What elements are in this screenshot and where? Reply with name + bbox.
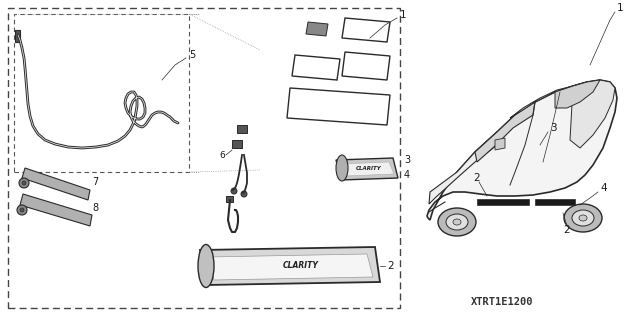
Text: 3: 3 <box>550 123 557 133</box>
Ellipse shape <box>438 208 476 236</box>
Ellipse shape <box>453 219 461 225</box>
Text: 1: 1 <box>400 10 406 20</box>
Circle shape <box>17 205 27 215</box>
Polygon shape <box>336 158 398 180</box>
Polygon shape <box>495 138 505 150</box>
Text: 1: 1 <box>617 3 623 13</box>
Circle shape <box>241 191 247 197</box>
Text: 2: 2 <box>563 225 570 235</box>
Text: 7: 7 <box>92 177 99 187</box>
Polygon shape <box>427 80 617 220</box>
Text: 4: 4 <box>600 183 607 193</box>
Circle shape <box>22 181 26 185</box>
Ellipse shape <box>572 210 594 226</box>
Circle shape <box>19 178 29 188</box>
Polygon shape <box>20 194 92 226</box>
Text: 5: 5 <box>189 50 195 60</box>
Bar <box>535 199 575 205</box>
Text: XTRT1E1200: XTRT1E1200 <box>471 297 533 307</box>
Ellipse shape <box>579 215 587 221</box>
Text: 6: 6 <box>219 151 225 160</box>
Ellipse shape <box>198 244 214 287</box>
Bar <box>226 196 233 202</box>
Polygon shape <box>200 247 380 285</box>
Ellipse shape <box>336 155 348 181</box>
Circle shape <box>20 208 24 212</box>
Text: CLARITY: CLARITY <box>283 262 319 271</box>
Text: 8: 8 <box>92 203 98 213</box>
Bar <box>232 140 242 148</box>
Bar <box>477 199 529 205</box>
Text: 3: 3 <box>404 155 410 165</box>
Bar <box>237 125 247 133</box>
Polygon shape <box>570 80 615 148</box>
Polygon shape <box>510 82 587 118</box>
Polygon shape <box>341 162 394 176</box>
Text: CLARITY: CLARITY <box>356 166 382 170</box>
Polygon shape <box>22 168 90 200</box>
Ellipse shape <box>564 204 602 232</box>
Polygon shape <box>306 22 328 36</box>
Circle shape <box>231 188 237 194</box>
Polygon shape <box>555 80 600 108</box>
Polygon shape <box>208 254 373 280</box>
Polygon shape <box>429 132 497 204</box>
Polygon shape <box>475 102 535 162</box>
Bar <box>15 30 20 42</box>
Text: 2: 2 <box>473 173 479 183</box>
Text: 2: 2 <box>387 261 394 271</box>
Text: 4: 4 <box>404 170 410 180</box>
Ellipse shape <box>446 214 468 230</box>
